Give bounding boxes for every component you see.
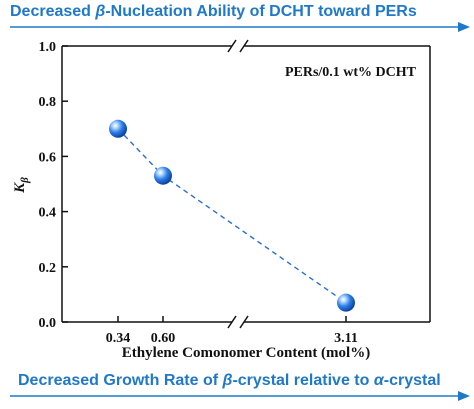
x-axis-ticks: 0.34 0.60 3.11 (106, 316, 358, 346)
x-tick-label: 0.60 (151, 331, 176, 346)
y-axis-title: Kβ (12, 177, 31, 194)
x-tick-label: 3.11 (334, 331, 358, 346)
header-arrow: Decreased β-Nucleation Ability of DCHT t… (10, 3, 470, 32)
header-arrow-text: Decreased β-Nucleation Ability of DCHT t… (10, 3, 417, 20)
x-tick-label: 0.34 (106, 331, 131, 346)
y-axis-ticks: 0.0 0.2 0.4 0.6 0.8 1.0 (39, 40, 68, 331)
data-point-marker (109, 119, 127, 138)
header-arrow-head (458, 22, 470, 32)
footer-arrow-text: Decreased Growth Rate of β-crystal relat… (18, 372, 441, 389)
axis-break-marks (227, 39, 249, 329)
dashed-connector-line (117, 128, 347, 304)
y-tick-label: 0.2 (39, 261, 57, 276)
plot-frame (61, 45, 431, 323)
axis-break-bottom-right (239, 315, 249, 329)
data-point-marker (154, 166, 172, 185)
y-tick-label: 0.8 (39, 95, 57, 110)
chart-annotation: PERs/0.1 wt% DCHT (285, 65, 417, 80)
data-point-marker (337, 293, 355, 312)
y-tick-label: 1.0 (39, 40, 57, 55)
axis-break-bottom-left (227, 315, 237, 329)
x-axis-title: Ethylene Comonomer Content (mol%) (122, 345, 370, 361)
footer-arrow: Decreased Growth Rate of β-crystal relat… (10, 372, 470, 401)
y-tick-label: 0.0 (39, 316, 57, 331)
data-points (109, 119, 355, 312)
y-tick-label: 0.6 (39, 150, 57, 165)
footer-arrow-head (458, 391, 470, 401)
y-tick-label: 0.4 (39, 206, 57, 221)
axis-break-top-right (239, 39, 249, 53)
axis-break-top-left (227, 39, 237, 53)
